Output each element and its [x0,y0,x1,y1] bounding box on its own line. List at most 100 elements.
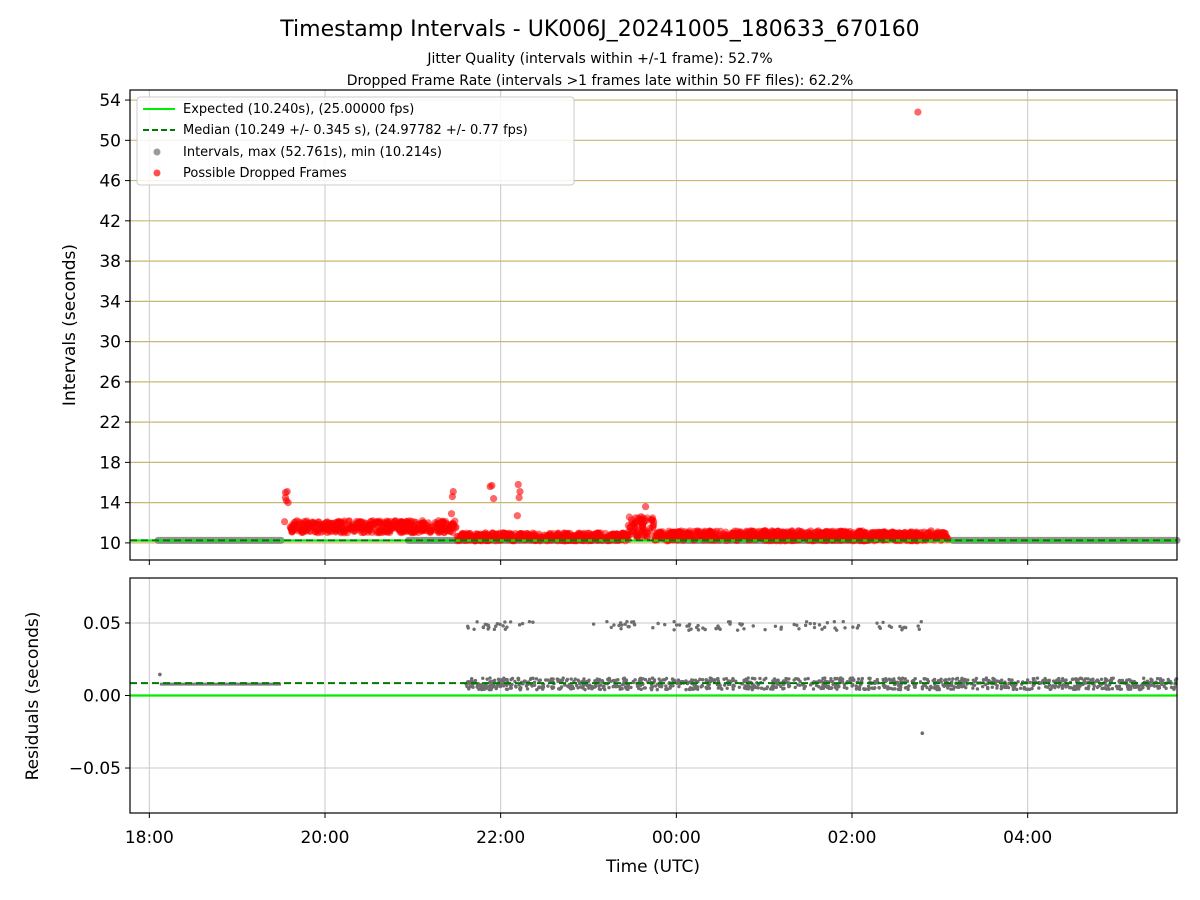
dropped-frame-point [514,480,522,489]
residual-point [1043,684,1048,689]
residual-point [884,678,889,683]
residual-point [936,678,941,683]
residual-point [1117,684,1122,689]
bottom-xtick-label: 04:00 [1003,828,1052,848]
residual-point [898,685,903,689]
residual-point [942,678,947,683]
top-ytick-label: 14 [99,494,121,514]
legend-box [136,96,575,186]
residual-point [922,677,927,681]
residual-point [581,683,586,688]
residual-point [981,677,986,682]
residual-point [1131,683,1135,687]
residual-point [158,672,162,677]
residual-point [947,677,951,681]
residual-point [822,625,827,629]
residual-point [663,678,667,682]
residual-point [1010,678,1014,682]
residual-point [1106,684,1110,688]
residual-point [742,627,746,631]
residual-point [647,677,652,682]
residual-point [1018,686,1023,690]
residual-point [614,685,618,689]
residual-point [833,677,837,681]
dropped-frame-point [671,531,679,539]
residual-point [939,677,943,681]
dropped-frame-point [356,521,365,529]
dropped-frame-point [334,520,343,528]
bottom-ytick-label: 0.00 [83,687,121,707]
residual-point [949,687,953,691]
residual-point [489,687,493,692]
dropped-frame-point [853,529,861,538]
residual-point [830,679,835,684]
residual-point [762,687,766,691]
top-ytick-label: 18 [99,453,121,473]
residual-point [1150,678,1154,682]
residual-point [612,679,616,683]
residual-point [763,627,767,632]
dropped-frame-point [304,519,312,527]
residual-point [488,676,492,680]
residual-point [671,684,675,688]
residual-point [607,685,611,690]
residual-point [531,620,535,624]
residual-point [466,679,471,684]
top-ytick-label: 50 [99,131,121,151]
residual-point [632,623,637,627]
residual-point [495,685,499,689]
residual-point [1025,678,1030,682]
dropped-frame-point [825,528,833,536]
dropped-frame-point [513,512,521,520]
top-ytick-label: 42 [99,212,121,232]
residual-point [1011,687,1016,692]
residual-point [744,686,748,690]
residual-point [939,680,943,684]
residual-point [591,686,595,690]
dropped-frame-point [721,532,729,540]
residual-point [546,684,550,688]
residual-point [1015,687,1019,692]
residual-point [1037,686,1041,690]
residual-point [952,685,957,689]
residual-point [1120,678,1125,683]
residual-point [729,679,734,683]
residual-point [825,621,830,625]
residual-point [1141,685,1145,690]
residual-point [692,683,696,687]
residual-point [587,678,591,682]
residual-point [473,678,478,683]
residual-point [557,687,561,691]
residual-point [720,687,724,691]
residual-point [867,676,871,681]
residual-point [514,685,518,689]
residual-point [561,676,565,680]
residual-point [999,686,1003,691]
residual-point [629,620,634,624]
residual-point [875,621,879,625]
residual-point [672,628,676,632]
residual-point [664,687,669,691]
residual-point [887,624,892,628]
residual-point [779,684,783,689]
residual-point [1099,677,1104,681]
dropped-frame-point [318,521,326,529]
residual-point [687,628,691,632]
residual-point [577,679,581,684]
residual-point [467,687,471,691]
dropped-frame-point [914,108,922,116]
residual-point [1060,686,1065,691]
legend-intervals-label: Intervals, max (52.761s), min (10.214s) [183,145,442,160]
residual-point [828,686,832,690]
residual-point [657,684,662,688]
residual-point [795,623,799,627]
residual-point [485,677,489,681]
residual-point [489,682,494,686]
top-ytick-label: 22 [99,413,121,433]
top-ytick-label: 46 [99,172,121,192]
dropped-frame-point [429,526,437,534]
dropped-frame-point [703,533,711,541]
residual-point [817,679,821,683]
dropped-frame-point [328,522,336,530]
dropped-frame-point [648,516,656,525]
